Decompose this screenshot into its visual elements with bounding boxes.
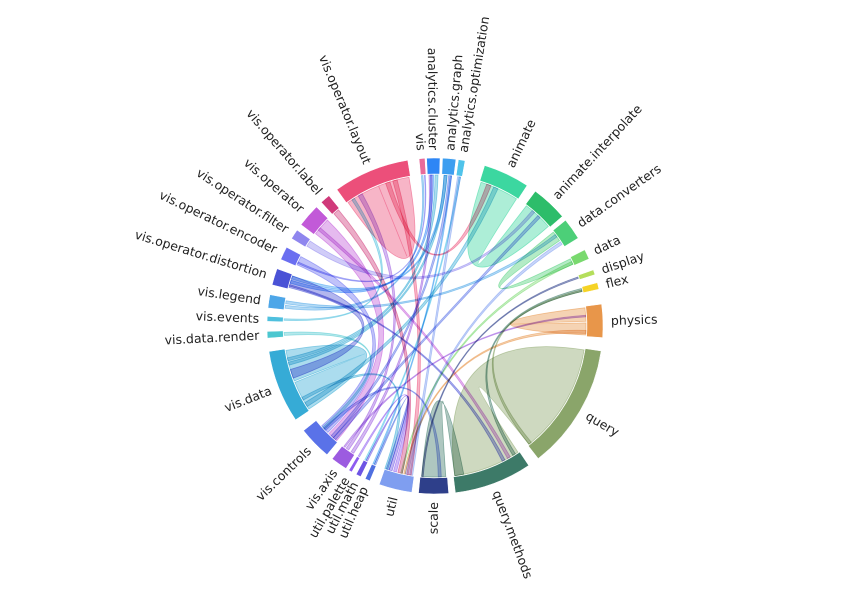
group-arc-vis-events bbox=[266, 316, 284, 323]
group-arc-util bbox=[378, 469, 415, 493]
chord-ribbon-vis-legend-18 bbox=[284, 175, 425, 311]
group-arc-animate bbox=[479, 165, 528, 200]
chord-ribbon-vis-data-4 bbox=[285, 344, 368, 410]
group-label-util: util bbox=[381, 495, 400, 518]
group-label-vis-operator-layout: vis.operator.layout bbox=[316, 52, 375, 166]
chord-ribbon-vis-data-33 bbox=[301, 373, 401, 470]
chord-ribbon-physics-35 bbox=[403, 330, 587, 475]
chord-ribbon-vis-operator-encoder-37 bbox=[297, 174, 427, 283]
group-arc-vis bbox=[418, 158, 427, 175]
chord-ribbon-util-palette-22 bbox=[357, 394, 410, 473]
chord-ribbon-query-methods-14 bbox=[485, 288, 583, 456]
group-arc-flex bbox=[581, 282, 600, 294]
group-arc-analytics-cluster bbox=[426, 157, 441, 175]
group-arc-animate-interpolate bbox=[525, 190, 563, 228]
chord-ribbon-vis-operator-39 bbox=[317, 227, 511, 459]
group-label-data: data bbox=[591, 232, 623, 258]
group-arc-util-math bbox=[355, 459, 369, 477]
group-arc-query bbox=[528, 348, 602, 459]
group-label-vis-controls: vis.controls bbox=[253, 443, 314, 503]
group-label-vis-legend: vis.legend bbox=[197, 283, 263, 307]
chord-ribbon-scale-13 bbox=[421, 276, 579, 477]
group-label-analytics-cluster: analytics.cluster bbox=[425, 48, 441, 151]
group-arc-vis-operator-label bbox=[320, 195, 340, 215]
chord-ribbon-data-converters-8 bbox=[498, 231, 574, 290]
chord-ribbon-vis-events-19 bbox=[283, 197, 383, 321]
chord-ribbon-analytics-cluster-30 bbox=[289, 174, 434, 293]
chord-ribbon-vis-operator-distortion-40 bbox=[288, 284, 506, 462]
group-arc-display bbox=[577, 269, 596, 280]
chord-ribbon-vis-axis-42 bbox=[343, 314, 587, 448]
group-arc-vis-data-render bbox=[266, 330, 284, 339]
chord-ribbon-analytics-optimization-44 bbox=[364, 176, 462, 461]
group-arc-vis-operator-filter bbox=[291, 229, 311, 248]
arcs-layer bbox=[266, 157, 604, 495]
group-arc-vis-controls bbox=[303, 420, 338, 456]
group-arc-physics bbox=[585, 303, 604, 338]
group-label-vis: vis bbox=[413, 133, 429, 151]
ribbons-layer bbox=[283, 174, 587, 478]
chord-ribbon-vis-operator-6 bbox=[314, 219, 385, 442]
group-arc-vis-operator-encoder bbox=[280, 246, 302, 267]
group-label-flex: flex bbox=[604, 271, 630, 291]
group-label-vis-data: vis.data bbox=[222, 383, 274, 415]
group-label-physics: physics bbox=[611, 312, 658, 328]
chord-ribbon-vis-data-32 bbox=[304, 186, 499, 408]
group-label-vis-events: vis.events bbox=[195, 308, 259, 326]
group-arc-scale bbox=[418, 476, 449, 495]
chord-ribbon-query-1 bbox=[452, 346, 585, 477]
group-arc-query-methods bbox=[453, 451, 530, 494]
group-label-scale: scale bbox=[426, 502, 441, 535]
chord-ribbon-vis-operator-layout-29 bbox=[392, 179, 421, 476]
chord-ribbon-vis-data-17 bbox=[286, 174, 439, 362]
group-arc-util-heap bbox=[364, 463, 377, 482]
group-label-vis-data-render: vis.data.render bbox=[164, 328, 260, 348]
group-arc-vis-legend bbox=[267, 294, 286, 310]
chord-ribbon-analytics-graph-43 bbox=[372, 175, 453, 465]
chord-ribbon-analytics-graph-31 bbox=[291, 174, 448, 291]
chord-ribbon-vis-controls-34 bbox=[332, 214, 541, 441]
group-arc-util-palette bbox=[348, 456, 361, 473]
group-arc-analytics-optimization bbox=[455, 159, 466, 177]
group-arc-vis-data bbox=[268, 348, 310, 421]
group-arc-vis-operator-distortion bbox=[271, 268, 293, 290]
chord-ribbon-vis-controls-25 bbox=[330, 175, 453, 439]
group-arc-vis-operator bbox=[300, 206, 329, 235]
group-arc-analytics-graph bbox=[441, 157, 457, 176]
chord-ribbon-data-36 bbox=[400, 261, 574, 474]
group-arc-vis-operator-layout bbox=[336, 159, 411, 203]
chord-ribbon-vis-operator-filter-27 bbox=[306, 209, 536, 280]
chord-ribbon-vis-operator-layout-28 bbox=[385, 181, 492, 256]
group-arc-vis-axis bbox=[331, 445, 355, 469]
group-label-query-methods: query.methods bbox=[490, 488, 537, 580]
group-label-query: query bbox=[583, 408, 622, 439]
chord-ribbon-query-15 bbox=[491, 289, 583, 445]
chord-ribbon-vis-axis-11 bbox=[350, 174, 433, 454]
chord-ribbon-vis-legend-38 bbox=[285, 233, 558, 309]
group-arc-data bbox=[570, 249, 590, 266]
group-label-animate: animate bbox=[503, 117, 539, 170]
group-arc-data-converters bbox=[552, 219, 579, 247]
